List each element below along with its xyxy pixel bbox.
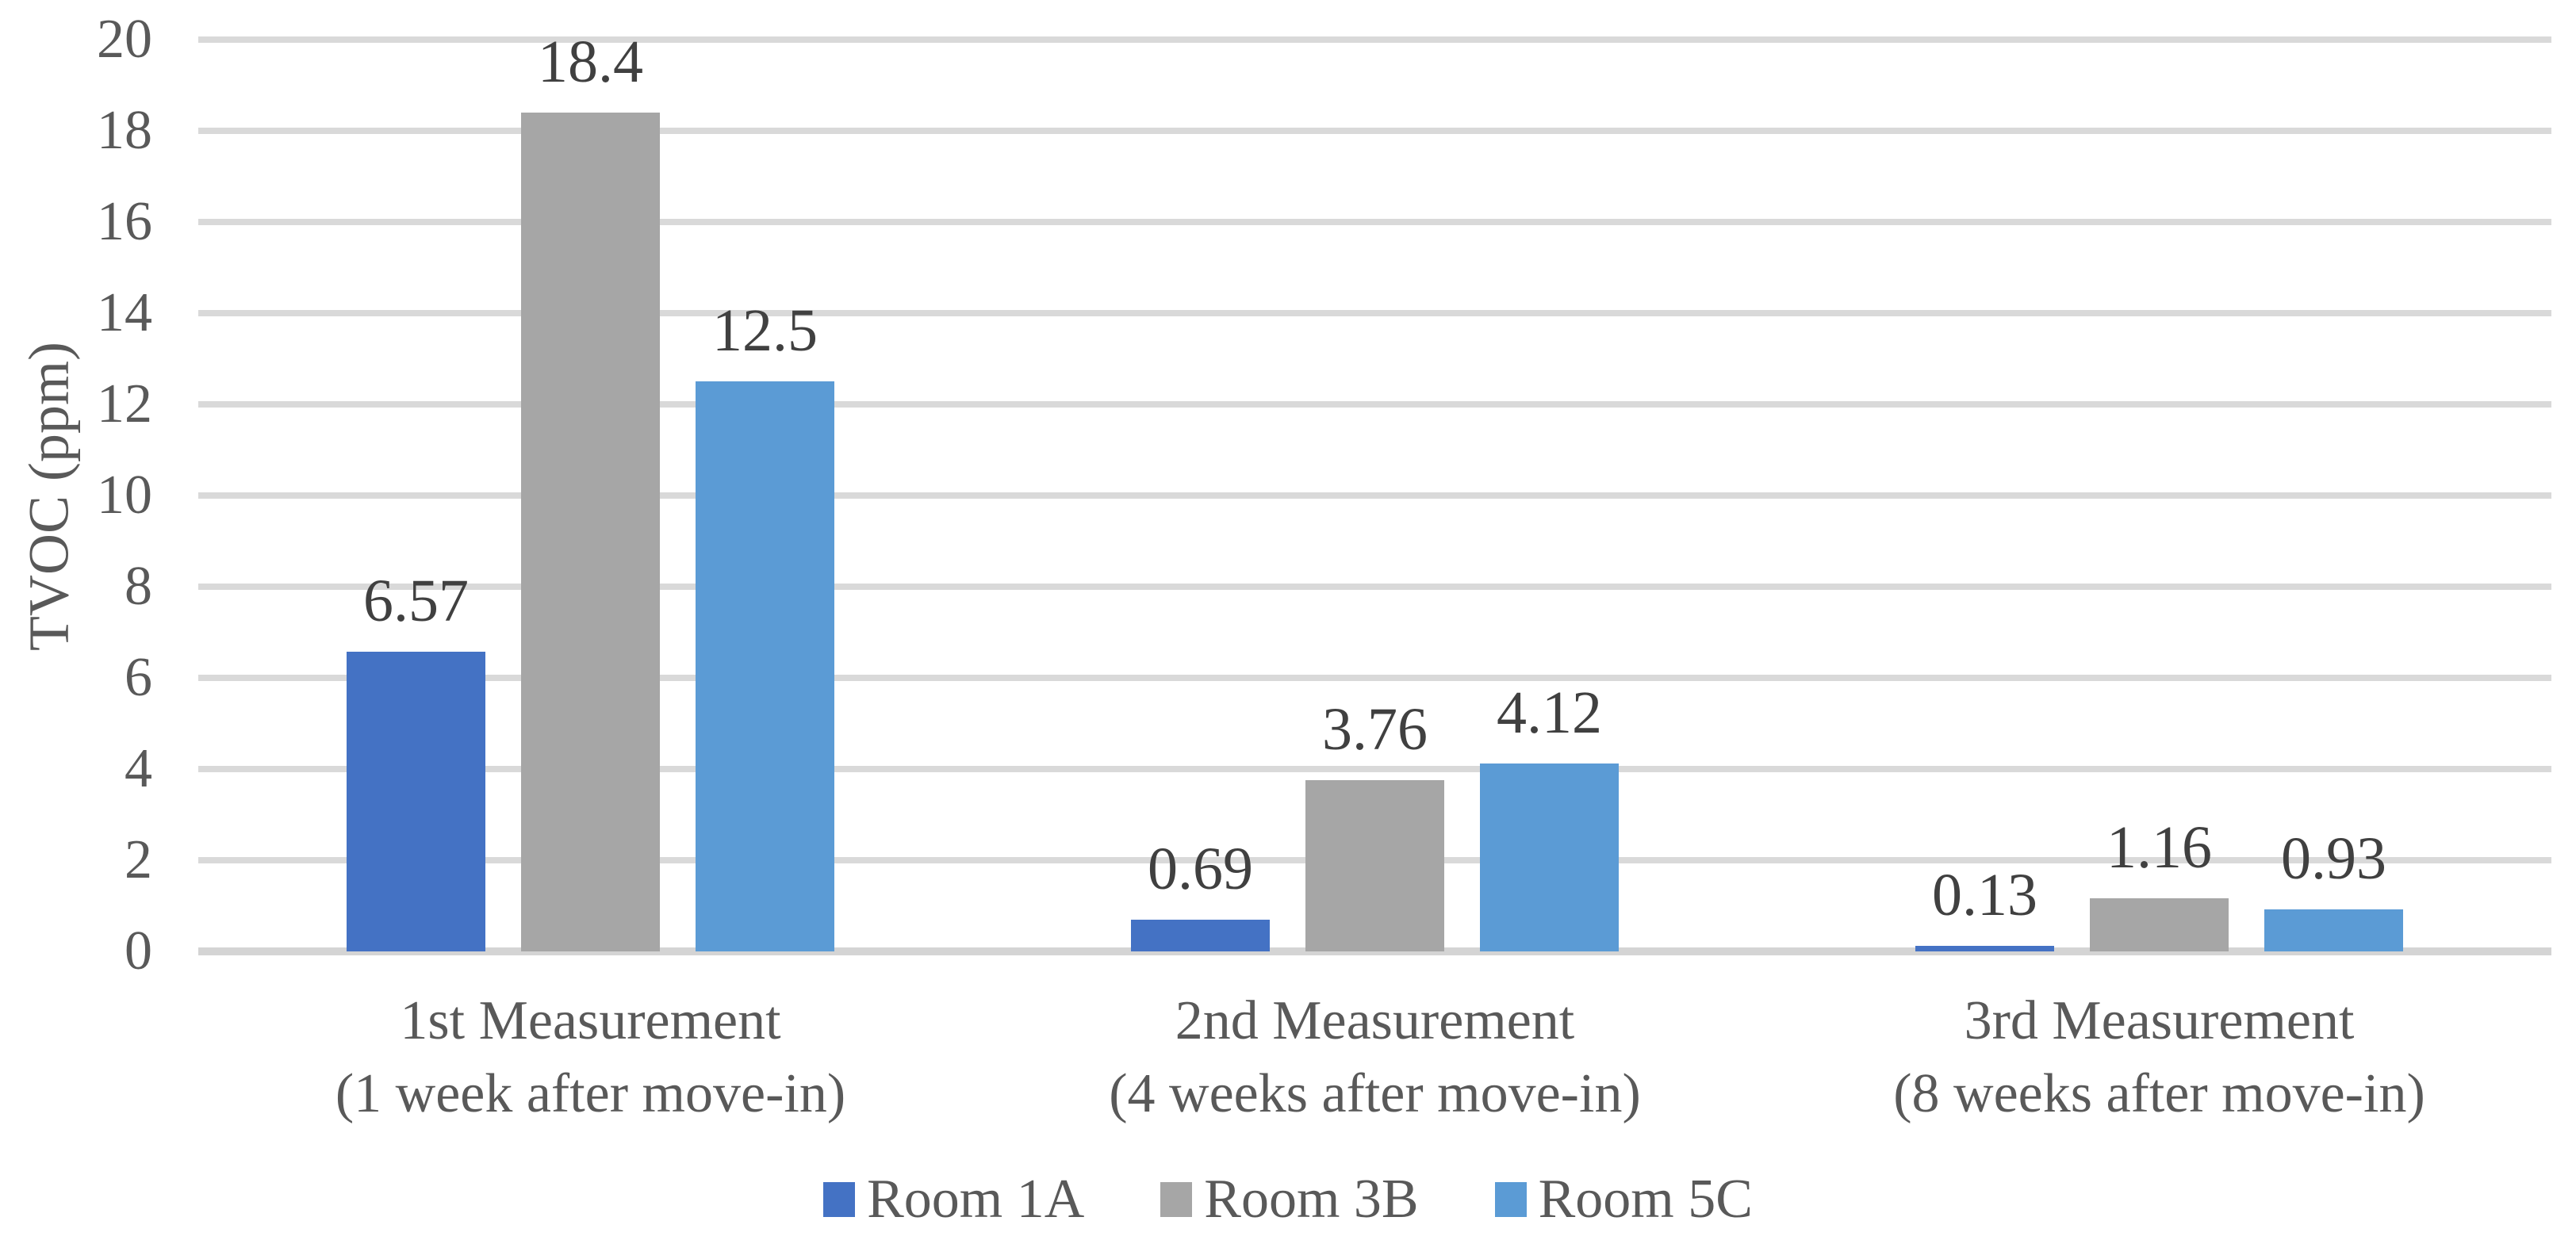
legend-swatch-icon-room-1a [823, 1182, 856, 1217]
data-label-room-5c-3rd-measurement: 0.93 [2281, 825, 2386, 892]
category-label-line1: 3rd Measurement [1964, 990, 2355, 1051]
category-label-line2: (8 weeks after move-in) [1893, 1063, 2425, 1124]
category-label-line1: 2nd Measurement [1175, 990, 1575, 1051]
bar-room-3b-2nd-measurement [1305, 779, 1444, 951]
y-tick-label-6: 6 [125, 647, 152, 708]
bar-room-1a-2nd-measurement [1131, 920, 1270, 951]
category-label-3rd-measurement: 3rd Measurement (8 weeks after move-in) [1767, 985, 2551, 1131]
gridline-y-20 [198, 36, 2551, 43]
y-tick-label-8: 8 [125, 556, 152, 617]
gridline-y-8 [198, 584, 2551, 590]
category-label-1st-measurement: 1st Measurement (1 week after move-in) [198, 985, 983, 1131]
y-tick-label-14: 14 [97, 282, 152, 343]
gridline-y-16 [198, 219, 2551, 225]
legend-swatch-icon-room-3b [1160, 1182, 1193, 1217]
legend-item-room-5c: Room 5C [1494, 1169, 1753, 1230]
x-axis-line [198, 947, 2551, 955]
y-tick-label-0: 0 [125, 920, 152, 982]
bar-room-1a-1st-measurement [347, 652, 485, 951]
bar-room-5c-2nd-measurement [1480, 764, 1619, 951]
legend: Room 1A Room 3B Room 5C [0, 1172, 2576, 1227]
data-label-room-1a-2nd-measurement: 0.69 [1148, 836, 1253, 903]
category-label-2nd-measurement: 2nd Measurement (4 weeks after move-in) [983, 985, 1767, 1131]
y-tick-label-2: 2 [125, 829, 152, 890]
gridline-y-6 [198, 675, 2551, 681]
y-tick-label-12: 12 [97, 373, 152, 434]
category-label-line2: (1 week after move-in) [335, 1063, 846, 1124]
legend-label-room-5c: Room 5C [1538, 1169, 1753, 1230]
data-label-room-3b-1st-measurement: 18.4 [538, 29, 643, 95]
legend-label-room-1a: Room 1A [867, 1169, 1085, 1230]
y-tick-label-16: 16 [97, 191, 152, 252]
gridline-y-14 [198, 310, 2551, 316]
gridline-y-4 [198, 766, 2551, 772]
bar-room-1a-3rd-measurement [1915, 945, 2054, 951]
legend-item-room-3b: Room 3B [1160, 1169, 1419, 1230]
data-label-room-5c-1st-measurement: 12.5 [712, 297, 818, 365]
legend-swatch-icon-room-5c [1494, 1182, 1527, 1217]
y-tick-label-18: 18 [97, 100, 152, 161]
gridline-y-18 [198, 128, 2551, 134]
data-label-room-1a-1st-measurement: 6.57 [363, 568, 469, 635]
bar-room-5c-3rd-measurement [2264, 909, 2403, 951]
data-label-room-1a-3rd-measurement: 0.13 [1932, 861, 2037, 928]
bar-room-3b-3rd-measurement [2090, 898, 2229, 951]
category-label-line1: 1st Measurement [400, 990, 781, 1051]
y-tick-label-4: 4 [125, 738, 152, 799]
data-label-room-3b-2nd-measurement: 3.76 [1322, 695, 1428, 763]
y-tick-label-10: 10 [97, 465, 152, 526]
bar-room-5c-1st-measurement [696, 381, 834, 951]
data-label-room-5c-2nd-measurement: 4.12 [1497, 679, 1602, 747]
category-label-line2: (4 weeks after move-in) [1109, 1063, 1641, 1124]
gridline-y-10 [198, 492, 2551, 499]
gridline-y-12 [198, 401, 2551, 408]
legend-label-room-3b: Room 3B [1204, 1169, 1419, 1230]
legend-item-room-1a: Room 1A [823, 1172, 1084, 1227]
y-tick-label-20: 20 [97, 9, 152, 70]
bar-room-3b-1st-measurement [521, 113, 660, 951]
data-label-room-3b-3rd-measurement: 1.16 [2106, 814, 2212, 882]
